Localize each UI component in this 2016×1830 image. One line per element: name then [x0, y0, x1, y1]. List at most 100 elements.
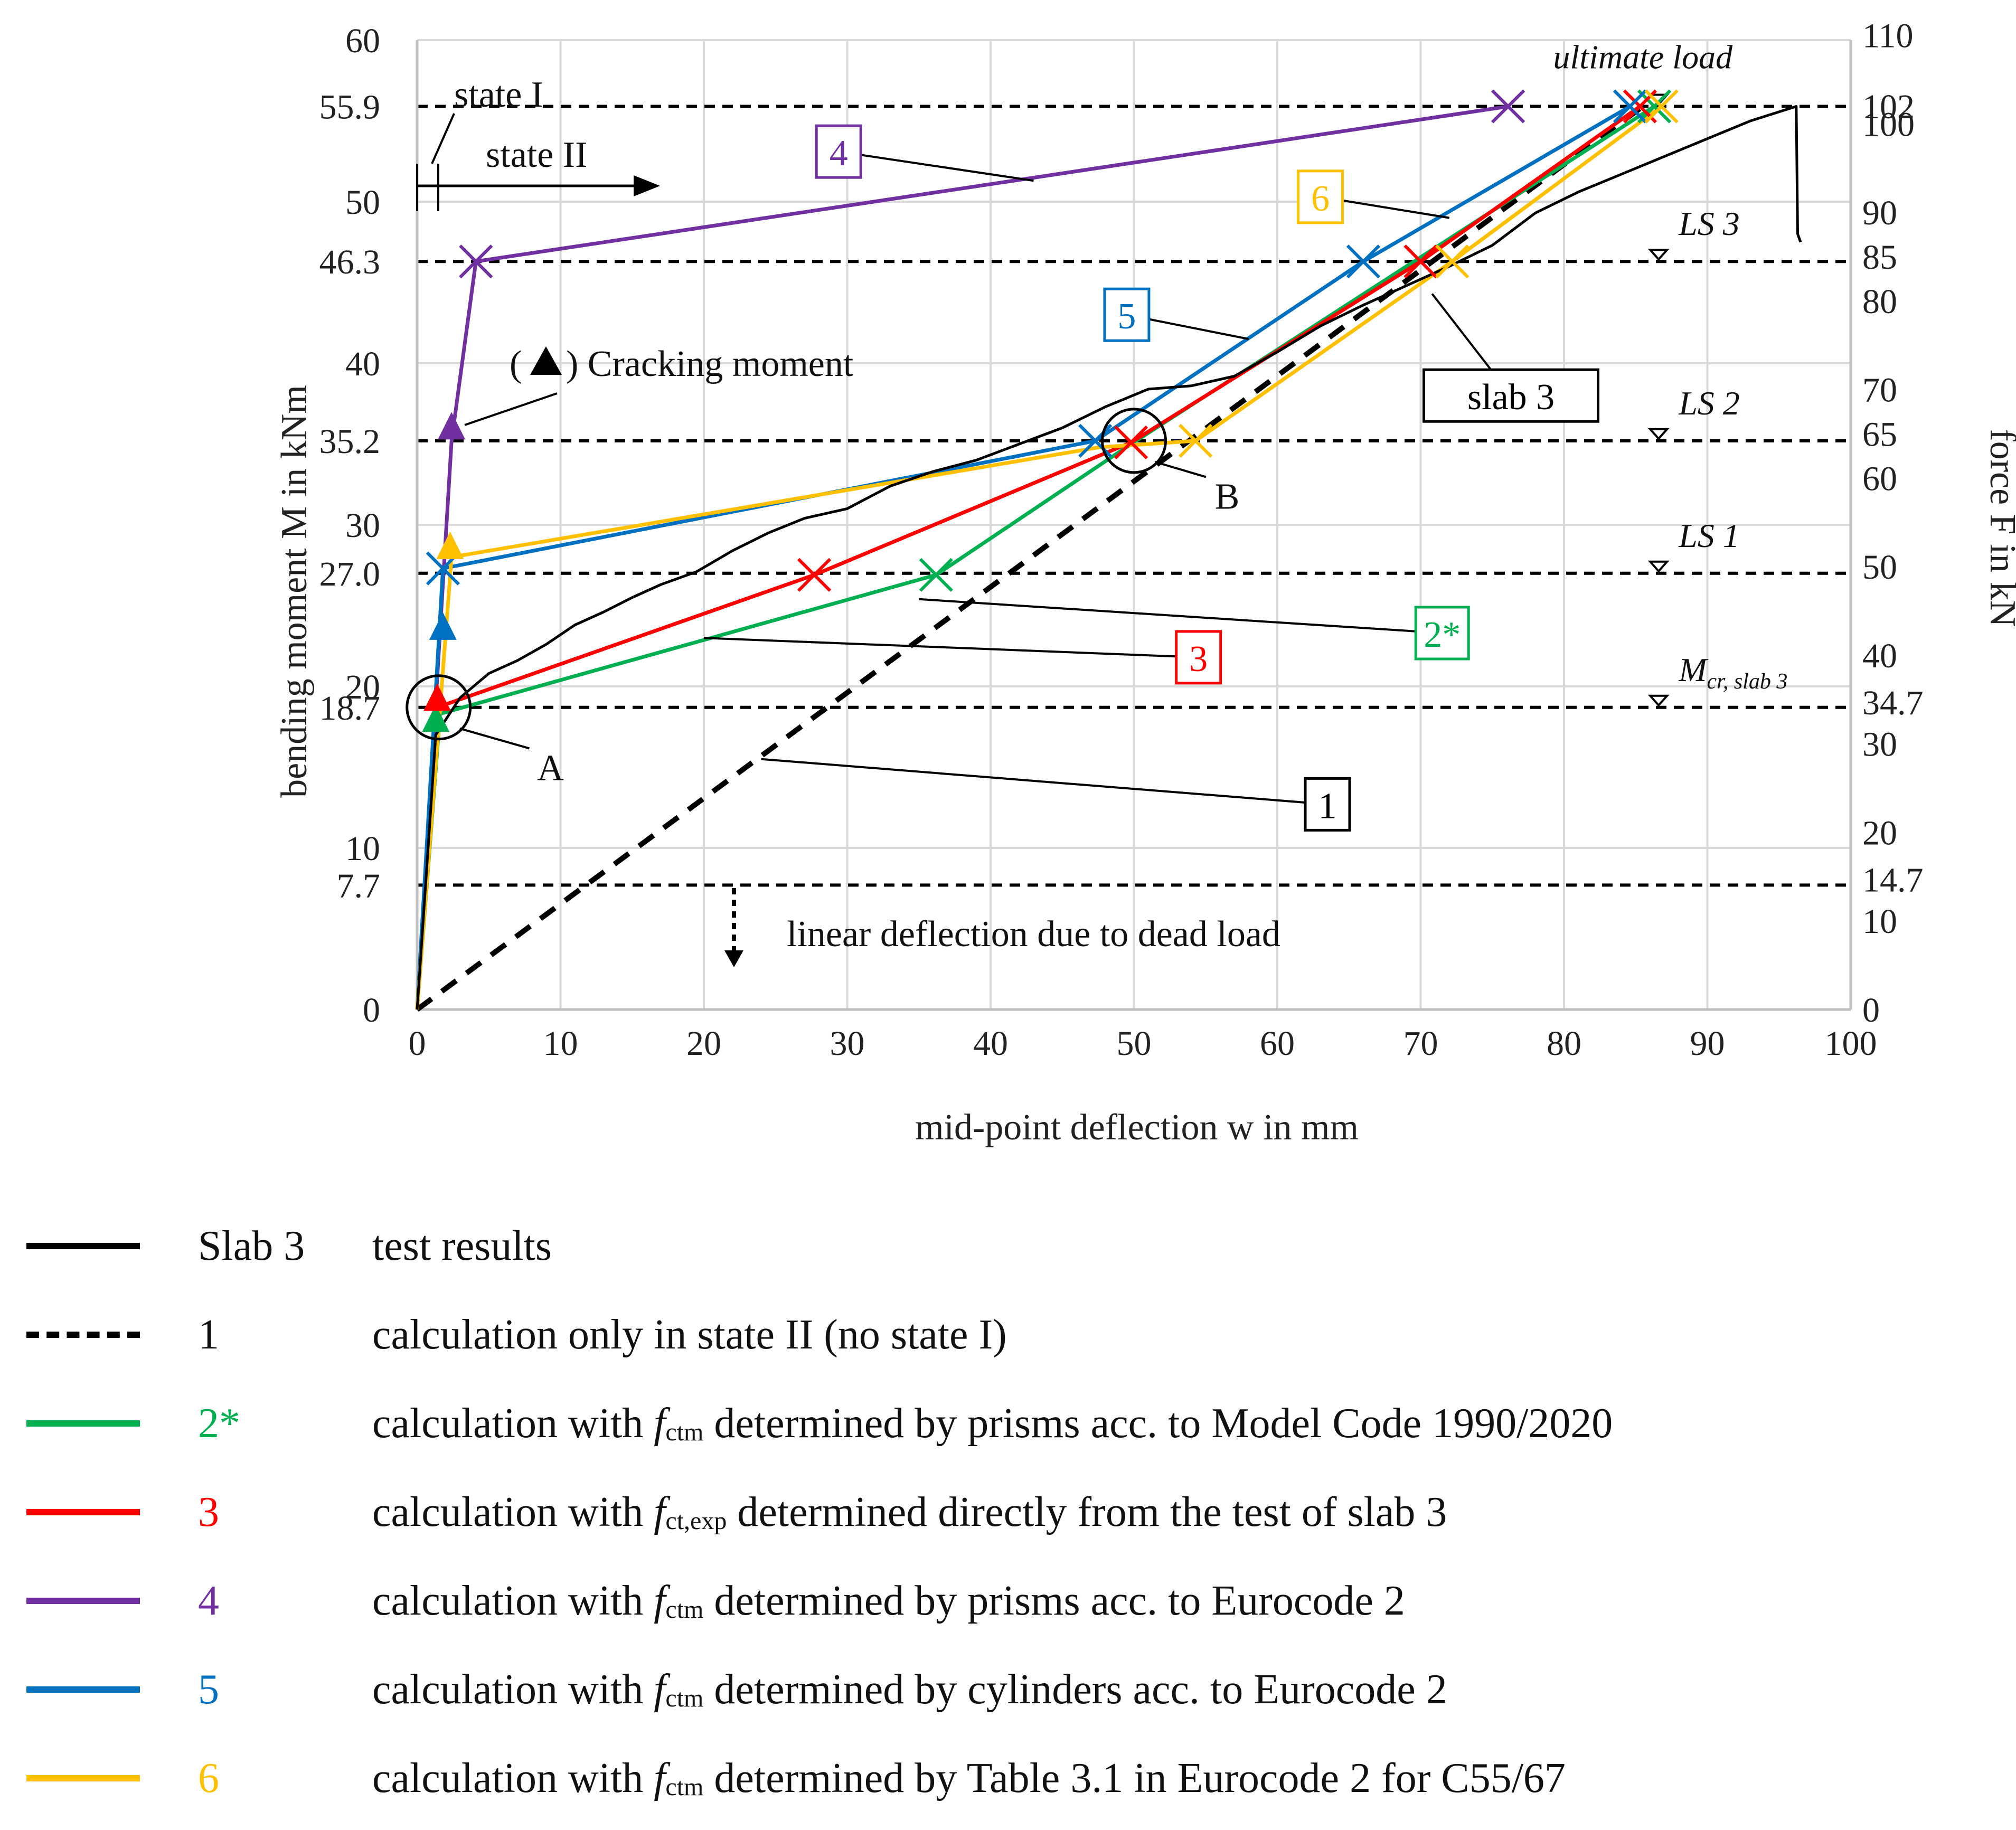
series-marker-6	[1435, 244, 1469, 279]
series-marker-3	[797, 558, 832, 592]
y2-tick-label: 40	[1862, 637, 1897, 675]
series-marker-3	[1403, 244, 1438, 279]
dead-load-arrowhead	[724, 950, 743, 967]
legend-line-swatch	[26, 1243, 140, 1249]
x-tick-label: 90	[1690, 1024, 1725, 1063]
y2-tick-label: 65	[1862, 416, 1897, 454]
load-step-marker	[1647, 560, 1670, 573]
x-tick-label: 100	[1825, 1024, 1877, 1063]
state-2-arrowhead	[634, 175, 660, 196]
y2-axis-title: force F in kN	[1982, 429, 2016, 627]
legend-item: 6 calculation with fctm determined by Tab…	[0, 1747, 2016, 1810]
y2-tick-label: 70	[1862, 371, 1897, 410]
label-leader	[703, 637, 1199, 658]
state-1-label: state I	[454, 74, 543, 115]
x-tick-label: 60	[1260, 1024, 1295, 1063]
y-tick-label: 55.9	[319, 88, 381, 126]
circle-leader	[1154, 460, 1207, 478]
legend-item: 1 calculation only in state II (no state …	[0, 1303, 2016, 1366]
series-label: 2*	[1424, 615, 1461, 655]
y-tick-label: 10	[345, 829, 380, 868]
x-tick-label: 40	[973, 1024, 1008, 1063]
legend-label: 1	[198, 1312, 219, 1358]
x-tick-label: 30	[830, 1024, 865, 1063]
circle-leader	[459, 727, 530, 750]
cracking-marker-2star	[422, 704, 450, 732]
y2-tick-label: 90	[1862, 194, 1897, 232]
series-marker-6	[1179, 423, 1213, 458]
legend-line-swatch	[26, 1686, 140, 1693]
series-marker-5	[1346, 244, 1381, 279]
y-tick-label: 30	[345, 506, 380, 545]
legend-label: 6	[198, 1755, 219, 1801]
series-label: 6	[1311, 178, 1330, 219]
x-axis-title: mid-point deflection w in mm	[915, 1107, 1359, 1148]
legend-item: 5 calculation with fctm determined by cyl…	[0, 1658, 2016, 1721]
legend-description: test results	[372, 1223, 552, 1269]
highlight-circle	[1101, 408, 1167, 474]
cracking-marker-6	[436, 531, 464, 559]
y-tick-label: 35.2	[319, 422, 381, 461]
legend-description: calculation with fctm determined by pris…	[372, 1400, 1613, 1447]
series-marker-3	[1114, 425, 1148, 460]
chart-figure: Mcr, slab 3 LS 1 LS 2 LS 3 ultimate load 0 10…	[274, 17, 2016, 1148]
cracking-moment-label: ) Cracking moment	[566, 344, 854, 384]
state-2-label: state II	[486, 135, 587, 175]
label-leader	[838, 150, 1034, 182]
series-marker-5	[1613, 89, 1647, 124]
cracking-open-paren: (	[510, 344, 522, 384]
legend-line-swatch	[26, 1598, 140, 1604]
series-marker-5	[1078, 423, 1113, 458]
circle-label: B	[1215, 476, 1240, 517]
series-label-box	[1414, 606, 1470, 661]
x-tick-label: 20	[686, 1024, 721, 1063]
y2-tick-label: 10	[1862, 902, 1897, 941]
load-step-marker	[1647, 428, 1670, 440]
series-marker-4	[1491, 89, 1525, 124]
series-label: 1	[1318, 786, 1337, 826]
legend-description: calculation with fctm determined by cyli…	[372, 1666, 1447, 1713]
y-tick-label: 46.3	[319, 243, 381, 281]
x-tick-label: 80	[1547, 1024, 1581, 1063]
legend-label: 3	[198, 1489, 219, 1535]
y2-tick-label: 0	[1862, 991, 1880, 1030]
cracking-legend-triangle	[530, 346, 562, 375]
cracking-marker-5	[429, 612, 457, 640]
highlight-circle	[406, 674, 472, 741]
state-1-leader	[431, 113, 455, 164]
cracking-leader	[464, 392, 558, 426]
x-tick-label: 50	[1117, 1024, 1152, 1063]
y2-tick-label: 80	[1862, 282, 1897, 321]
load-step-label: LS 2	[1678, 384, 1740, 422]
legend-description: calculation with fctm determined by Tabl…	[372, 1755, 1566, 1801]
series-line-1	[416, 104, 1645, 1012]
series-label-box	[1422, 368, 1600, 423]
y-tick-label: 0	[363, 991, 380, 1030]
y2-tick-label: 85	[1862, 238, 1897, 277]
y-tick-label: 20	[345, 668, 380, 706]
load-step-label: Mcr, slab 3	[1678, 651, 1787, 694]
y2-tick-label: 30	[1862, 725, 1897, 764]
series-label-box	[1304, 777, 1351, 832]
load-step-sub: cr, slab 3	[1707, 669, 1788, 694]
legend-line-swatch	[26, 1420, 140, 1427]
y2-tick-label: 14.7	[1862, 861, 1924, 899]
series-label: 3	[1189, 639, 1208, 680]
y-axis-title: bending moment M in kNm	[274, 385, 315, 798]
y2-tick-label: 110	[1862, 17, 1914, 55]
series-label: 5	[1117, 296, 1136, 337]
legend-item: 3 calculation with fct,exp determined dir…	[0, 1480, 2016, 1544]
label-leader	[761, 758, 1328, 806]
legend-line-swatch	[26, 1509, 140, 1515]
series-marker-6	[1644, 89, 1679, 124]
series-label-box	[1296, 169, 1344, 224]
load-step-label: LS 3	[1678, 205, 1740, 242]
y2-tick-label: 60	[1862, 459, 1897, 498]
series-label-box	[1175, 630, 1222, 685]
legend-description: calculation only in state II (no state I…	[372, 1312, 1007, 1358]
x-tick-label: 0	[409, 1024, 426, 1063]
legend-line-swatch	[26, 1332, 140, 1338]
legend: Slab 3 test results 1 calculation only in s…	[0, 1214, 2016, 1830]
y-tick-label: 7.7	[337, 866, 381, 905]
y-tick-label: 60	[345, 22, 380, 60]
